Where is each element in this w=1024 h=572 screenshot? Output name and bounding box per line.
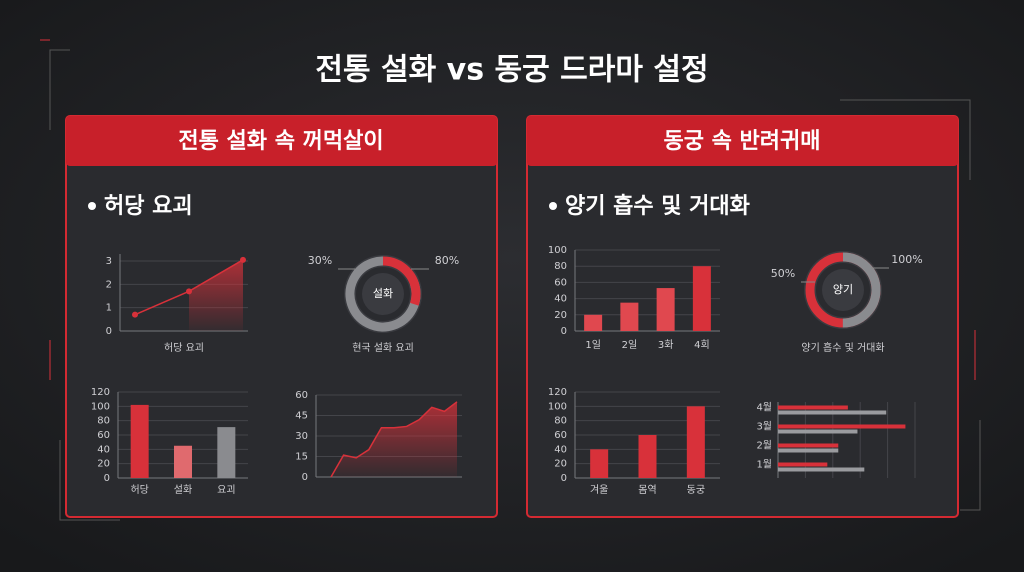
- panel: 동궁 속 반려귀매 양기 흡수 및 거대화: [526, 115, 959, 518]
- bar: [217, 427, 236, 478]
- y-tick-label: 60: [554, 430, 567, 441]
- bar: [778, 410, 887, 415]
- donut-hole: [822, 269, 864, 311]
- y-tick-label: 3: [106, 256, 112, 267]
- y-tick-label: 0: [561, 326, 567, 337]
- x-tick-label: 몸역: [638, 484, 656, 496]
- donut-hole: [362, 273, 404, 315]
- y-tick-label: 2: [106, 279, 112, 290]
- x-tick-label: 2일: [622, 339, 638, 351]
- y-tick-label: 20: [97, 459, 110, 470]
- y-tick-label: 0: [106, 326, 112, 337]
- bar: [130, 404, 149, 478]
- bar: [590, 449, 609, 478]
- x-tick-label: 설화: [174, 484, 192, 496]
- point: [132, 311, 138, 318]
- y-tick-label: 100: [91, 401, 110, 412]
- y-tick-label: 100: [548, 245, 567, 256]
- x-tick-label: 요괴: [217, 484, 235, 496]
- x-axis-label: 허당 요괴: [164, 342, 204, 354]
- y-tick-label: 80: [554, 261, 567, 272]
- value-label: 80%: [435, 254, 459, 267]
- y-tick-label: 15: [295, 452, 308, 463]
- y-tick-label: 120: [548, 387, 567, 398]
- y-tick-label: 1월: [756, 459, 772, 471]
- panel: 전통 설화 속 꺼먹살이 허당 요괴: [65, 115, 498, 518]
- x-tick-label: 동궁: [687, 484, 705, 496]
- point: [240, 256, 246, 263]
- bar: [686, 406, 705, 478]
- y-tick-label: 60: [97, 430, 110, 441]
- y-tick-label: 80: [97, 416, 110, 427]
- y-tick-label: 4월: [756, 402, 772, 414]
- y-tick-label: 0: [104, 473, 110, 484]
- donut-arc: [805, 252, 881, 328]
- y-tick-label: 40: [554, 444, 567, 455]
- value-label: 100%: [891, 253, 922, 266]
- line: [330, 401, 458, 478]
- x-tick-label: 허당: [130, 484, 148, 496]
- bullet: 허당 요괴: [104, 194, 193, 219]
- y-tick-label: 0: [302, 472, 308, 483]
- bar: [638, 435, 657, 478]
- x-tick-label: 4회: [694, 339, 710, 351]
- y-tick-label: 30: [295, 431, 308, 442]
- y-tick-label: 40: [554, 294, 567, 305]
- bar: [174, 445, 192, 478]
- y-tick-label: 3월: [756, 421, 772, 433]
- bar: [778, 424, 906, 429]
- donut-center: 설화: [373, 287, 393, 300]
- y-tick-label: 20: [554, 310, 567, 321]
- y-tick-label: 20: [554, 459, 567, 470]
- bar: [778, 405, 848, 410]
- y-tick-label: 40: [97, 444, 110, 455]
- bar: [584, 314, 603, 331]
- bar: [656, 288, 675, 331]
- decor: [40, 39, 981, 521]
- x-tick-label: 3화: [658, 339, 674, 351]
- area-fill: [189, 259, 243, 331]
- y-tick-label: 1: [106, 303, 112, 314]
- bar: [778, 462, 828, 467]
- bullet: 양기 흡수 및 거대화: [565, 194, 750, 219]
- donut-center: 양기: [833, 283, 853, 296]
- x-tick-label: 겨울: [590, 484, 608, 496]
- value-label: 30%: [308, 254, 332, 267]
- bar: [778, 429, 858, 434]
- y-tick-label: 80: [554, 416, 567, 427]
- panel-title: 전통 설화 속 꺼먹살이: [178, 129, 383, 154]
- bar: [620, 302, 639, 331]
- panel-title: 동궁 속 반려귀매: [664, 129, 821, 154]
- y-tick-label: 120: [91, 387, 110, 398]
- y-tick-label: 0: [561, 473, 567, 484]
- value-label: 50%: [771, 267, 795, 280]
- y-tick-label: 60: [295, 390, 308, 401]
- y-tick-label: 100: [548, 401, 567, 412]
- x-tick-label: 1일: [585, 339, 601, 351]
- bar: [778, 467, 865, 472]
- y-tick-label: 2월: [756, 440, 772, 452]
- caption: 양기 흡수 및 거대화: [801, 341, 884, 354]
- point: [186, 288, 192, 295]
- donut-arc: [345, 256, 421, 332]
- bar: [692, 266, 711, 331]
- y-tick-label: 45: [295, 411, 308, 422]
- caption: 현국 설화 요괴: [352, 342, 414, 354]
- area: [331, 401, 457, 477]
- bar: [778, 448, 839, 453]
- bar: [778, 443, 839, 448]
- page-title: 전통 설화 vs 동궁 드라마 설정: [315, 53, 708, 88]
- y-tick-label: 60: [554, 277, 567, 288]
